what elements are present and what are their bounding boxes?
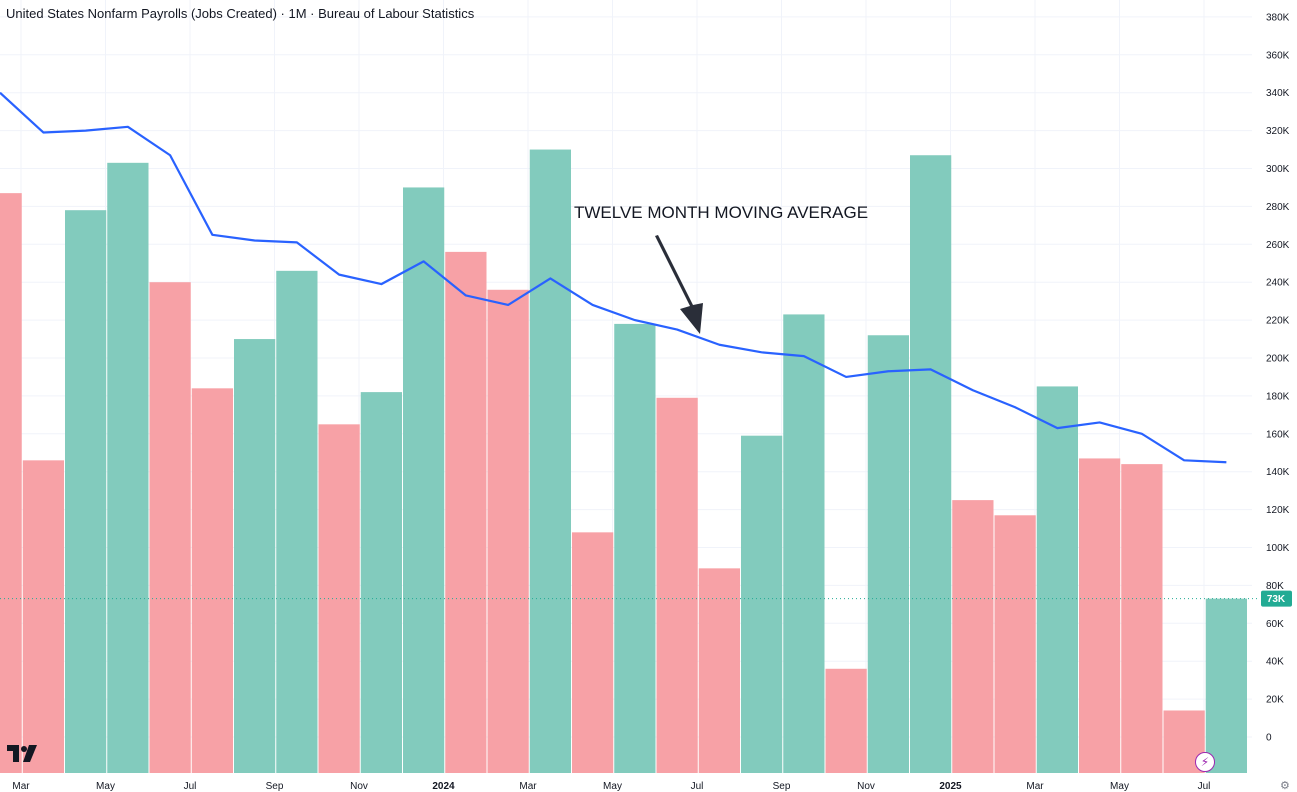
y-tick-label: 220K — [1266, 316, 1290, 327]
x-tick-label: Mar — [1026, 781, 1044, 791]
y-tick-label: 240K — [1266, 278, 1290, 289]
bar[interactable] — [445, 251, 487, 773]
bar[interactable] — [276, 270, 318, 773]
y-tick-label: 160K — [1266, 429, 1290, 440]
y-tick-label: 180K — [1266, 391, 1290, 402]
y-tick-label: 340K — [1266, 88, 1290, 99]
annotation-text: TWELVE MONTH MOVING AVERAGE — [574, 203, 868, 222]
lightning-icon[interactable]: ⚡ — [1195, 752, 1215, 772]
last-value-badge — [1261, 590, 1292, 607]
moving-average-line[interactable] — [0, 91, 1227, 464]
bar[interactable] — [234, 339, 276, 773]
bar[interactable] — [360, 392, 402, 773]
y-tick-label: 300K — [1266, 164, 1290, 175]
y-tick-label: 140K — [1266, 467, 1290, 478]
last-value-marker: 73K — [0, 590, 1292, 607]
y-tick-label: 360K — [1266, 50, 1290, 61]
x-tick-label: Mar — [12, 781, 30, 791]
bar[interactable] — [1121, 464, 1163, 773]
bar[interactable] — [741, 435, 783, 773]
x-tick-label: Jul — [1198, 781, 1211, 791]
bar[interactable] — [698, 568, 740, 773]
bar[interactable] — [65, 210, 107, 773]
bar[interactable] — [22, 460, 64, 773]
bar[interactable] — [191, 388, 233, 773]
y-tick-label: 20K — [1266, 695, 1284, 706]
x-tick-label: Sep — [266, 781, 284, 791]
settings-icon[interactable]: ⚙ — [1280, 780, 1290, 792]
bar[interactable] — [614, 323, 656, 773]
bar[interactable] — [403, 187, 445, 773]
bar[interactable] — [910, 155, 952, 774]
bar[interactable] — [1205, 598, 1247, 773]
y-tick-label: 60K — [1266, 619, 1284, 630]
y-tick-label: 40K — [1266, 657, 1284, 668]
bar[interactable] — [0, 193, 22, 773]
last-value-text: 73K — [1267, 594, 1286, 605]
y-axis: 0 20K 40K 60K 80K 100K 120K 140K 160K 180K 200K 220… — [1266, 12, 1290, 743]
bar[interactable] — [783, 314, 825, 773]
tradingview-logo[interactable] — [7, 745, 37, 762]
y-tick-label: 380K — [1266, 12, 1290, 23]
chart-title: United States Nonfarm Payrolls (Jobs Cre… — [6, 6, 475, 21]
bar[interactable] — [994, 515, 1036, 773]
annotation: TWELVE MONTH MOVING AVERAGE — [574, 203, 868, 334]
bar[interactable] — [825, 668, 867, 773]
x-tick-label: Nov — [857, 781, 875, 791]
bar[interactable] — [487, 289, 529, 773]
bar[interactable] — [1036, 386, 1078, 773]
x-tick-label: Mar — [519, 781, 537, 791]
bar[interactable] — [572, 532, 614, 773]
bar[interactable] — [656, 397, 698, 773]
x-tick-label: Sep — [773, 781, 791, 791]
bar-series — [0, 149, 1247, 774]
bar[interactable] — [952, 500, 994, 773]
y-tick-label: 200K — [1266, 354, 1290, 365]
y-tick-label: 260K — [1266, 240, 1290, 251]
x-tick-label: May — [96, 781, 115, 791]
x-tick-label: May — [603, 781, 622, 791]
y-tick-label: 280K — [1266, 202, 1290, 213]
bar[interactable] — [1079, 458, 1121, 773]
x-tick-label: Jul — [691, 781, 704, 791]
y-tick-label: 80K — [1266, 581, 1284, 592]
bar[interactable] — [149, 282, 191, 773]
y-tick-label: 100K — [1266, 543, 1290, 554]
x-tick-label: May — [1110, 781, 1129, 791]
y-tick-label: 0 — [1266, 733, 1272, 744]
bar[interactable] — [107, 162, 149, 773]
bar[interactable] — [867, 335, 909, 773]
x-tick-label: 2025 — [939, 781, 962, 791]
x-tick-label: 2024 — [432, 781, 455, 791]
x-axis: Mar May Jul Sep Nov 2024 Mar May Jul Sep Nov 2025 Ma… — [12, 781, 1210, 791]
y-tick-label: 320K — [1266, 126, 1290, 137]
x-tick-label: Jul — [184, 781, 197, 791]
bar[interactable] — [529, 149, 571, 774]
moving-average-series — [0, 91, 1227, 464]
y-tick-label: 120K — [1266, 505, 1290, 516]
annotation-arrow — [655, 235, 703, 334]
x-tick-label: Nov — [350, 781, 368, 791]
